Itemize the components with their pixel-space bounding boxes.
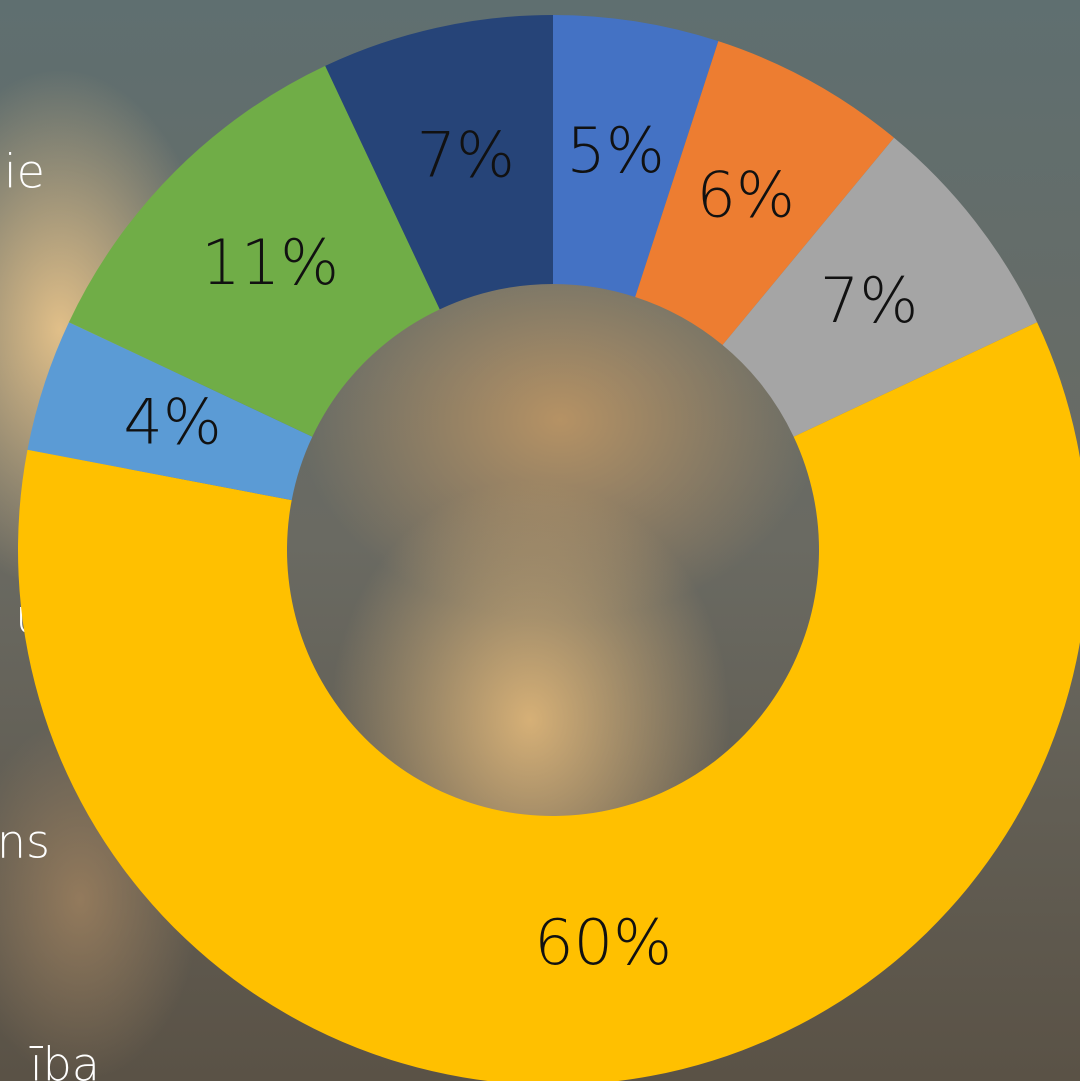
background-text: ns <box>0 815 50 869</box>
donut-segment <box>68 65 440 437</box>
data-label: 7% <box>417 119 515 192</box>
background-text: ība <box>29 1038 100 1081</box>
donut-segment <box>18 322 1080 1081</box>
donut-segment <box>722 137 1038 437</box>
data-label: 11% <box>201 226 339 299</box>
donut-segment <box>635 41 895 346</box>
background-text: ie <box>4 145 45 199</box>
data-label: 60% <box>534 906 672 979</box>
data-label: 5% <box>566 114 664 187</box>
data-label: 7% <box>820 264 918 337</box>
donut-segment <box>553 15 719 298</box>
donut-segment <box>325 15 553 310</box>
data-label: 4% <box>123 385 221 458</box>
donut-segment <box>27 322 313 501</box>
data-label: 6% <box>697 158 795 231</box>
